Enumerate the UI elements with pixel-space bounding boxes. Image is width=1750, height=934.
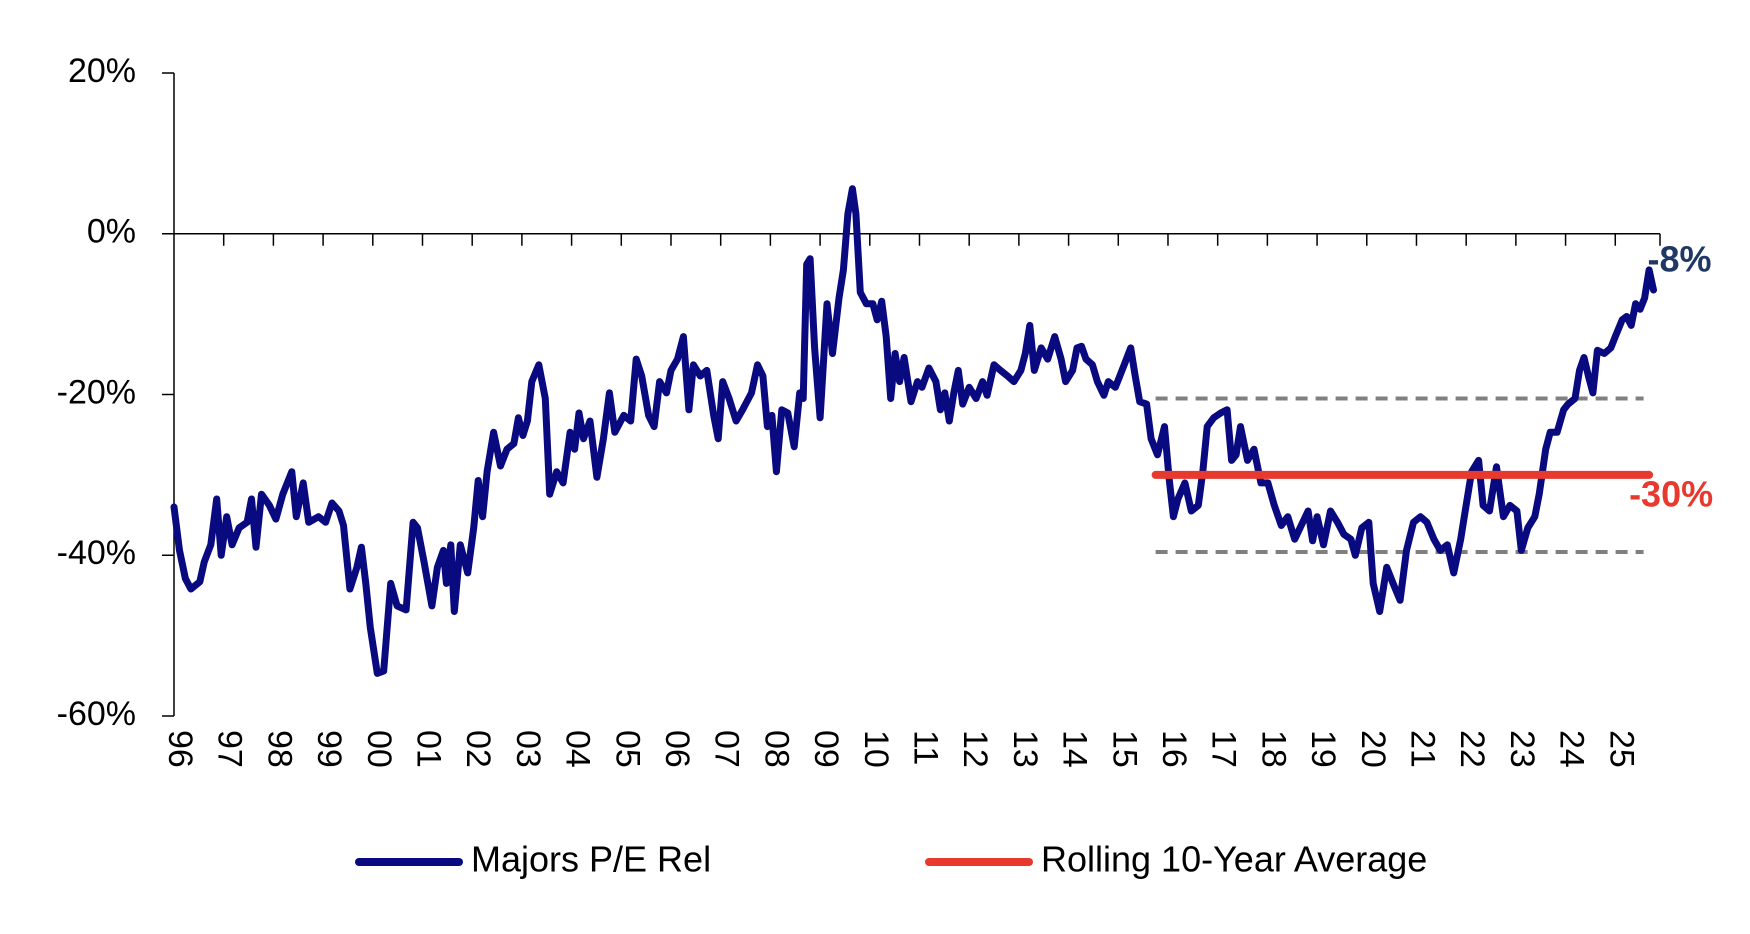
price-line (170, 185, 1657, 677)
x-tick-label: 02 (459, 730, 497, 768)
y-tick-label: 20% (68, 52, 136, 90)
y-tick-label: 0% (87, 213, 136, 251)
x-tick-label: 00 (360, 730, 398, 768)
x-tick-label: 16 (1155, 730, 1193, 768)
x-tick-label: 96 (161, 730, 199, 768)
end-label: -30% (1629, 473, 1713, 514)
x-tick-label: 10 (857, 730, 895, 768)
x-tick-label: 17 (1205, 730, 1243, 768)
x-tick-label: 24 (1553, 730, 1591, 768)
x-tick-label: 13 (1006, 730, 1044, 768)
x-tick-label: 01 (410, 730, 448, 768)
x-tick-label: 14 (1056, 730, 1094, 768)
x-tick-label: 23 (1503, 730, 1541, 768)
end-label: -8% (1648, 239, 1712, 280)
x-tick-label: 15 (1105, 730, 1143, 768)
x-tick-label: 08 (757, 730, 795, 768)
x-tick-label: 06 (658, 730, 696, 768)
x-tick-label: 04 (559, 730, 597, 768)
x-tick-label: 98 (260, 730, 298, 768)
y-tick-label: -20% (57, 373, 136, 411)
x-tick-label: 05 (608, 730, 646, 768)
x-tick-label: 18 (1254, 730, 1292, 768)
legend-label: Majors P/E Rel (471, 839, 711, 880)
x-tick-label: 99 (310, 730, 348, 768)
x-tick-label: 12 (956, 730, 994, 768)
x-tick-label: 21 (1403, 730, 1441, 768)
y-tick-label: -40% (57, 534, 136, 572)
x-tick-label: 11 (907, 730, 945, 765)
x-tick-label: 03 (509, 730, 547, 768)
x-tick-label: 25 (1602, 730, 1640, 768)
x-tick-label: 07 (708, 730, 746, 768)
x-tick-label: 97 (211, 730, 249, 768)
x-tick-label: 20 (1354, 730, 1392, 768)
x-tick-label: 09 (807, 730, 845, 768)
x-tick-label: 22 (1453, 730, 1491, 768)
y-tick-label: -60% (57, 695, 136, 733)
legend-label: Rolling 10-Year Average (1041, 839, 1427, 880)
x-tick-label: 19 (1304, 730, 1342, 768)
